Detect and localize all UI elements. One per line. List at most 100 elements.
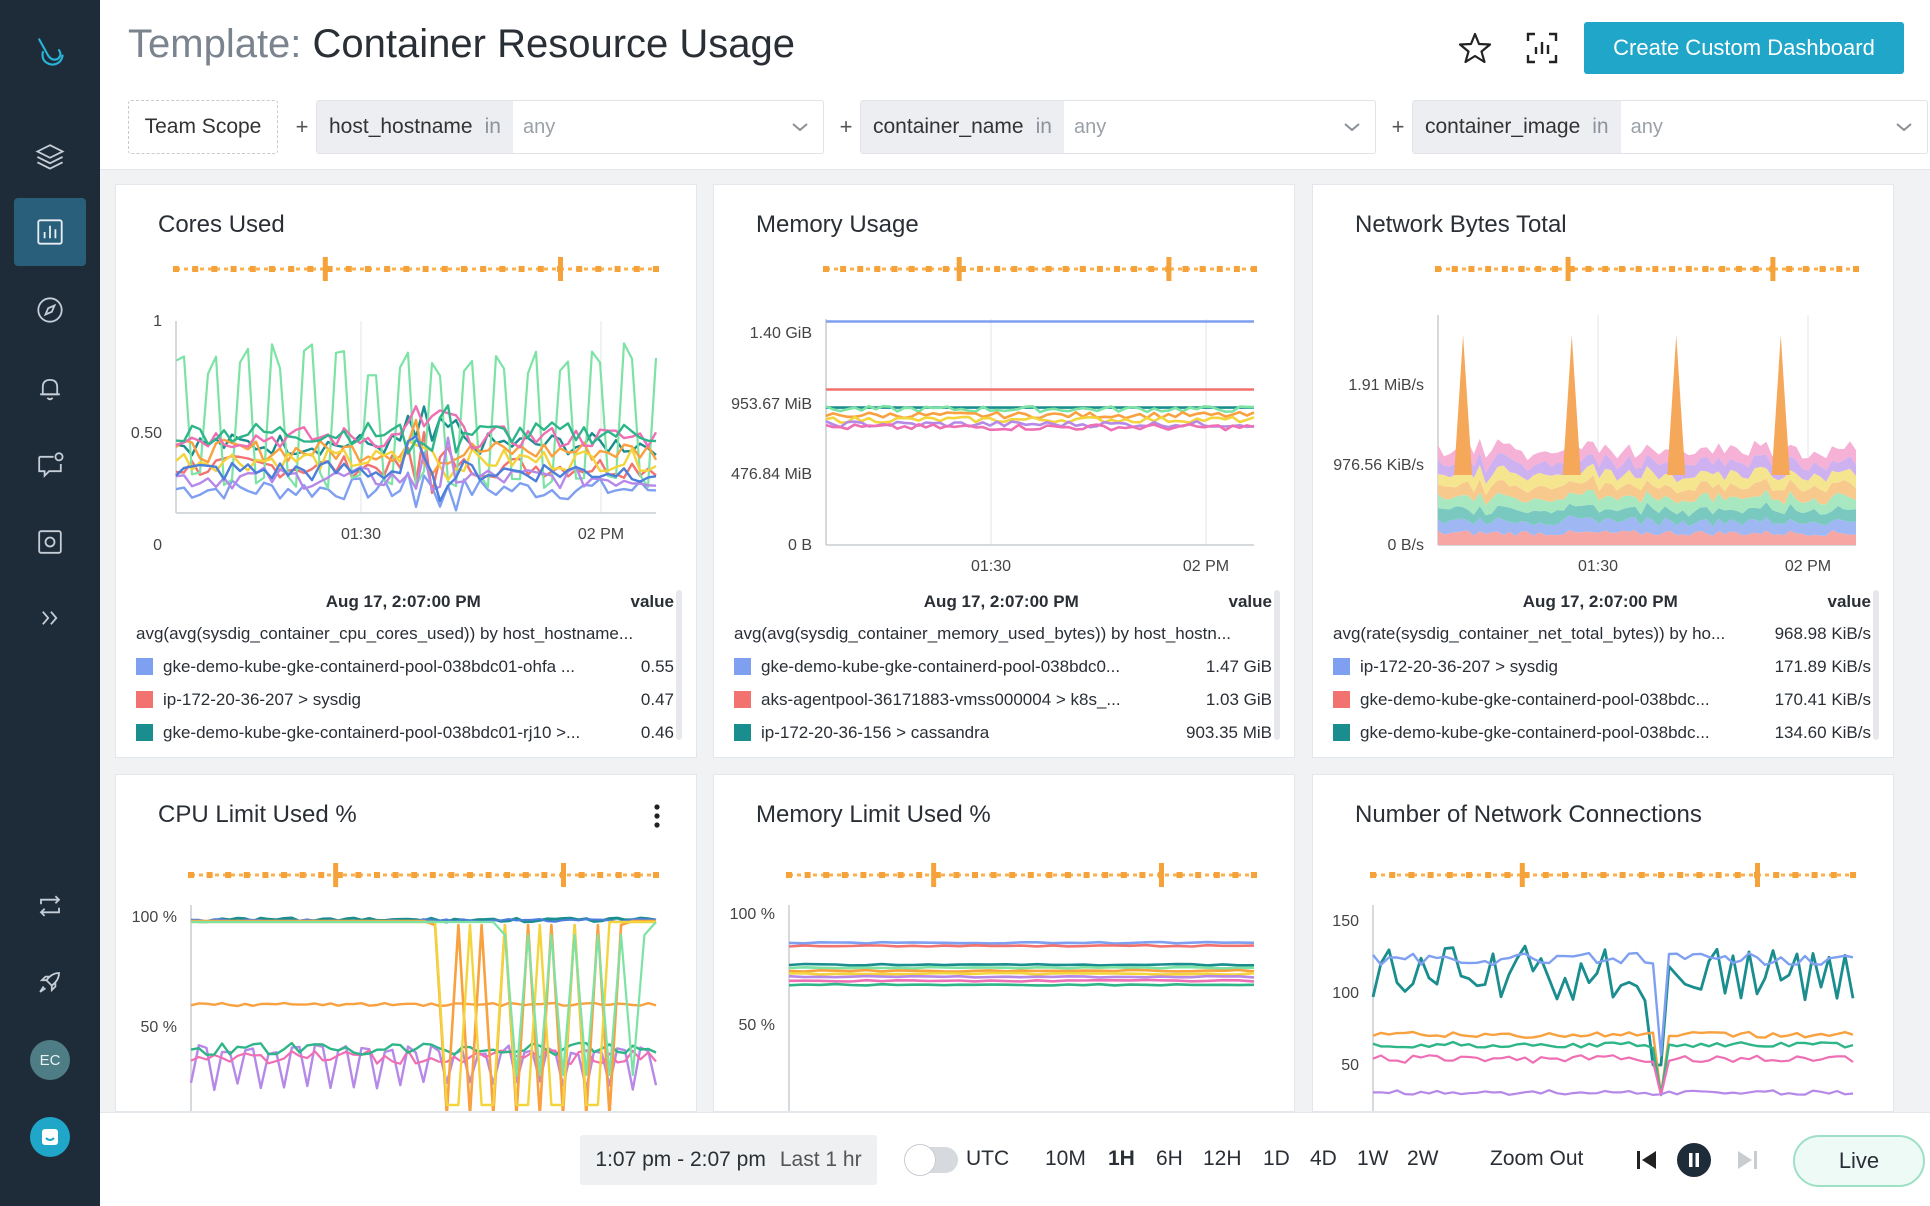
- layers-icon[interactable]: [14, 122, 86, 190]
- event-marker: [1850, 872, 1856, 878]
- legend-scrollbar[interactable]: [1274, 590, 1280, 740]
- create-custom-dashboard-button[interactable]: Create Custom Dashboard: [1584, 22, 1904, 74]
- y-tick-label: 150: [1332, 913, 1359, 930]
- event-marker: [1802, 266, 1809, 272]
- series-line: [825, 423, 1255, 432]
- filter-container-name[interactable]: container_name in any: [860, 100, 1376, 154]
- chat-icon[interactable]: [30, 1117, 70, 1157]
- event-marker: [1552, 266, 1559, 272]
- chart-network-bytes-total[interactable]: 1.91 MiB/s 976.56 KiB/s 0 B/s 01:30 02 PM: [1313, 185, 1894, 585]
- explore-icon[interactable]: [14, 276, 86, 344]
- logo-icon[interactable]: [14, 18, 86, 86]
- skip-back-icon[interactable]: [1632, 1145, 1662, 1175]
- legend-scrollbar[interactable]: [1873, 590, 1879, 740]
- legend-row[interactable]: gke-demo-kube-gke-containerd-pool-038bdc…: [734, 650, 1272, 683]
- more-options-icon[interactable]: [652, 803, 662, 829]
- event-marker: [1408, 872, 1415, 878]
- legend-row[interactable]: gke-demo-kube-gke-containerd-pool-038bdc…: [1333, 683, 1871, 716]
- zoom-out-button[interactable]: Zoom Out: [1490, 1147, 1584, 1170]
- star-icon[interactable]: [1455, 28, 1495, 68]
- preset-2w[interactable]: 2W: [1407, 1147, 1439, 1170]
- preset-1d[interactable]: 1D: [1263, 1147, 1290, 1170]
- series-area: [1438, 438, 1856, 473]
- dashboard-icon[interactable]: [14, 198, 86, 266]
- event-marker: [1468, 266, 1475, 272]
- integrations-icon[interactable]: [14, 872, 86, 940]
- event-marker: [1535, 266, 1542, 272]
- event-marker: [1504, 872, 1511, 878]
- event-marker: [422, 266, 429, 272]
- time-range-display[interactable]: 1:07 pm - 2:07 pm Last 1 hr: [580, 1135, 877, 1185]
- filter-container-image[interactable]: container_image in any: [1412, 100, 1928, 154]
- preset-12h[interactable]: 12H: [1203, 1147, 1242, 1170]
- filter-key: container_image in: [1413, 101, 1621, 153]
- filter-host-hostname[interactable]: host_hostname in any: [316, 100, 824, 154]
- events-icon[interactable]: [14, 430, 86, 498]
- plus-separator: +: [1391, 114, 1405, 139]
- preset-4d[interactable]: 4D: [1310, 1147, 1337, 1170]
- preset-1h[interactable]: 1H: [1108, 1147, 1135, 1170]
- utc-toggle[interactable]: [904, 1144, 958, 1176]
- chart-network-connections[interactable]: 150 100 50: [1313, 775, 1894, 1112]
- preset-1w[interactable]: 1W: [1357, 1147, 1389, 1170]
- event-marker: [504, 872, 511, 878]
- chart-cpu-limit-used[interactable]: 100 % 50 %: [116, 775, 697, 1112]
- capture-icon[interactable]: [14, 508, 86, 576]
- event-marker: [1501, 266, 1508, 272]
- series-line: [788, 978, 1255, 983]
- plus-separator: +: [839, 114, 853, 139]
- event-marker-major: [1166, 257, 1172, 281]
- legend-row[interactable]: gke-demo-kube-gke-containerd-pool-038bdc…: [136, 716, 674, 749]
- event-marker: [411, 872, 418, 878]
- event-marker: [653, 872, 659, 878]
- title-prefix: Template:: [128, 22, 302, 66]
- event-marker: [1011, 266, 1018, 272]
- pause-icon[interactable]: [1677, 1143, 1711, 1177]
- event-marker: [461, 266, 467, 272]
- panel-title: Memory Limit Used %: [756, 801, 991, 828]
- legend-row[interactable]: aks-agentpool-36171883-vmss000004 > k8s_…: [734, 683, 1272, 716]
- legend-value-header: value: [1827, 592, 1871, 611]
- panel-network-connections: Number of Network Connections 150 100 50: [1312, 774, 1894, 1112]
- event-marker: [1466, 872, 1472, 878]
- skip-forward-icon[interactable]: [1732, 1145, 1762, 1175]
- preset-10m[interactable]: 10M: [1045, 1147, 1086, 1170]
- legend-row[interactable]: gke-demo-kube-gke-containerd-pool-038bdc…: [1333, 716, 1871, 749]
- avatar[interactable]: EC: [30, 1040, 70, 1080]
- x-tick-label: 02 PM: [578, 526, 624, 543]
- series-area: [1438, 463, 1856, 496]
- panel-cores-used: Cores Used 1 0.50 0 01:30 02 PM Aug 17, 2:07…: [115, 184, 697, 758]
- event-marker: [1735, 266, 1742, 272]
- event-marker: [1009, 872, 1016, 878]
- expand-icon[interactable]: [14, 584, 86, 652]
- legend-row[interactable]: ip-172-20-36-207 > sysdig 0.47: [136, 683, 674, 716]
- event-marker: [281, 872, 287, 878]
- chart-memory-limit-used[interactable]: 100 % 50 %: [714, 775, 1295, 1112]
- legend-time: Aug 17, 2:07:00 PM: [325, 592, 481, 611]
- event-marker: [1819, 266, 1826, 272]
- filter-value-select[interactable]: any: [1064, 101, 1375, 153]
- scan-icon[interactable]: [1522, 28, 1562, 68]
- rocket-icon[interactable]: [14, 948, 86, 1016]
- team-scope-button[interactable]: Team Scope: [128, 100, 278, 154]
- event-marker-major: [956, 257, 962, 281]
- legend-row[interactable]: ip-172-20-36-207 > sysdig 171.89 KiB/s: [1333, 650, 1871, 683]
- live-button[interactable]: Live: [1793, 1135, 1925, 1187]
- y-tick-label: 50: [1341, 1057, 1359, 1074]
- event-marker: [392, 872, 399, 878]
- legend-row[interactable]: ip-172-20-36-156 > cassandra 903.35 MiB: [734, 716, 1272, 749]
- preset-6h[interactable]: 6H: [1156, 1147, 1183, 1170]
- alerts-icon[interactable]: [14, 354, 86, 422]
- series-line: [175, 418, 658, 476]
- legend-time: Aug 17, 2:07:00 PM: [1522, 592, 1678, 611]
- chart-memory-usage[interactable]: 1.40 GiB 953.67 MiB 476.84 MiB 0 B 01:30 02 P…: [714, 185, 1295, 585]
- event-marker: [403, 266, 410, 272]
- legend-row[interactable]: gke-demo-kube-gke-containerd-pool-038bdc…: [136, 650, 674, 683]
- legend-scrollbar[interactable]: [676, 590, 682, 740]
- series-line: [191, 920, 657, 1077]
- filter-value-select[interactable]: any: [513, 101, 823, 153]
- filter-value-select[interactable]: any: [1621, 101, 1927, 153]
- legend-total-row: avg(avg(sysdig_container_memory_used_byt…: [734, 623, 1232, 643]
- chart-cores-used[interactable]: 1 0.50 0 01:30 02 PM: [116, 185, 697, 585]
- event-marker: [841, 872, 848, 878]
